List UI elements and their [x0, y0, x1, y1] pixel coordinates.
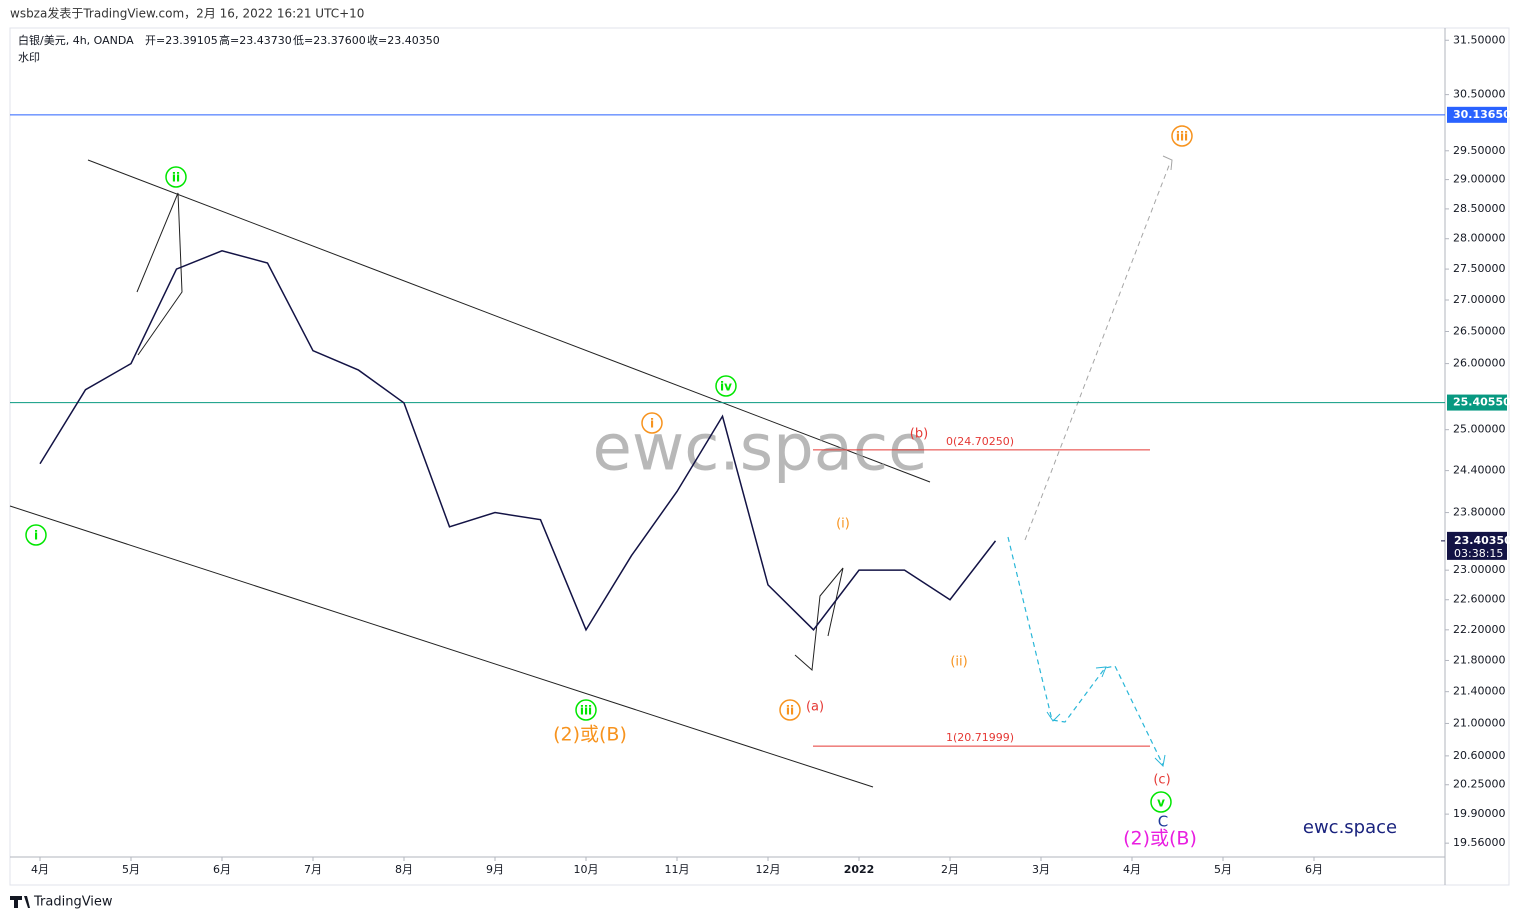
wave-circle	[779, 699, 801, 721]
y-tick-label: 30.50000	[1453, 88, 1506, 101]
wedge	[136, 192, 183, 356]
channel-upper	[87, 159, 931, 483]
ohlc-close: 收=23.40350	[367, 33, 440, 47]
y-tick-label: 23.00000	[1453, 563, 1506, 576]
y-tick-label: 27.50000	[1453, 262, 1506, 275]
y-tick-label: 22.60000	[1453, 593, 1506, 606]
wave-circle	[641, 412, 663, 434]
y-tick-label: 19.90000	[1453, 807, 1506, 820]
wave-label: iii	[580, 704, 592, 718]
x-tick-label: 6月	[1305, 863, 1323, 876]
wave-label: iii	[1176, 130, 1188, 144]
arrow-head	[1154, 754, 1166, 768]
x-tick-label: 2022	[844, 863, 875, 876]
y-tick-label: 25.00000	[1453, 423, 1506, 436]
wave-label: ii	[172, 171, 180, 185]
x-tick-label: 6月	[213, 863, 231, 876]
projection-arrow	[1024, 162, 1171, 541]
wave-label: (ii)	[950, 655, 967, 670]
x-tick-label: 10月	[574, 863, 599, 876]
y-tick-label: 31.50000	[1453, 33, 1506, 46]
level-label: 25.40550	[1453, 396, 1511, 409]
x-tick-label: 5月	[122, 863, 140, 876]
x-tick-label: 8月	[395, 863, 413, 876]
y-tick-label: 28.50000	[1453, 202, 1506, 215]
wave-circle	[1171, 125, 1193, 147]
y-tick-label: 24.40000	[1453, 464, 1506, 477]
ohlc-high: 高=23.43730	[219, 33, 292, 47]
arrow-head	[1046, 711, 1061, 722]
brand: ewc.space	[1303, 817, 1397, 838]
tv-logo	[10, 896, 30, 908]
symbol-title: 白银/美元, 4h, OANDA	[18, 33, 134, 47]
y-tick-label: 26.50000	[1453, 324, 1506, 337]
last-price-label: 23.40350	[1454, 534, 1512, 547]
arrow-head	[1095, 666, 1107, 678]
x-tick-label: 2月	[941, 863, 959, 876]
chart-frame	[9, 27, 1510, 886]
footer: TradingView	[33, 895, 113, 910]
y-tick-label: 21.40000	[1453, 685, 1506, 698]
wave-label: v	[1157, 796, 1165, 810]
level-label: 30.13650	[1453, 108, 1511, 121]
x-tick-label: 12月	[756, 863, 781, 876]
fib-label: 0(24.70250)	[946, 435, 1014, 448]
x-tick-label: 11月	[665, 863, 690, 876]
x-tick-label: 4月	[31, 863, 49, 876]
wave-circle	[165, 166, 187, 188]
level-tag	[1447, 106, 1507, 123]
wedge	[794, 567, 844, 672]
countdown: 03:38:15	[1454, 547, 1503, 560]
projection-path	[1007, 536, 1164, 766]
wave-label: (i)	[836, 517, 850, 532]
x-tick-label: 4月	[1123, 863, 1141, 876]
wave-label: C	[1158, 813, 1168, 831]
y-tick-label: 28.00000	[1453, 232, 1506, 245]
wave-circle	[25, 524, 47, 546]
wave-label: (2)或(B)	[1123, 828, 1197, 850]
price-line	[39, 250, 997, 632]
y-tick-label: 19.56000	[1453, 836, 1506, 849]
source-line: wsbza发表于TradingView.com，2月 16, 2022 16:2…	[10, 6, 364, 21]
x-tick-label: 9月	[486, 863, 504, 876]
x-tick-label: 3月	[1032, 863, 1050, 876]
wave-label: iv	[720, 380, 732, 394]
y-tick-label: 22.20000	[1453, 623, 1506, 636]
y-tick-label: 29.00000	[1453, 173, 1506, 186]
wave-label: (a)	[806, 700, 824, 715]
y-tick-label: 27.00000	[1453, 293, 1506, 306]
y-tick-label: 26.00000	[1453, 357, 1506, 370]
ohlc-open: 开=23.39105	[145, 34, 218, 47]
y-tick-label: 21.00000	[1453, 716, 1506, 729]
y-tick-label: 20.25000	[1453, 778, 1506, 791]
y-tick-label: 29.50000	[1453, 144, 1506, 157]
wave-circle	[575, 699, 597, 721]
wave-label: (2)或(B)	[553, 724, 627, 746]
wave-circle	[1150, 791, 1172, 813]
subtitle: 水印	[18, 51, 40, 64]
x-tick-label: 5月	[1214, 863, 1232, 876]
fib-label: 1(20.71999)	[946, 731, 1014, 744]
wave-label: (b)	[910, 427, 928, 442]
y-tick-label: 20.60000	[1453, 749, 1506, 762]
wave-label: ii	[786, 704, 794, 718]
wave-label: (c)	[1153, 773, 1170, 788]
wave-label: i	[650, 417, 654, 431]
level-tag	[1447, 394, 1507, 411]
arrow-head	[1162, 155, 1173, 171]
last-price-tag	[1447, 531, 1507, 560]
wave-label: i	[34, 529, 38, 543]
y-tick-label: 21.80000	[1453, 653, 1506, 666]
x-tick-label: 7月	[304, 863, 322, 876]
wave-circle	[715, 375, 737, 397]
y-tick-label: 23.80000	[1453, 506, 1506, 519]
ohlc-low: 低=23.37600	[293, 34, 366, 47]
channel-lower	[9, 505, 874, 788]
